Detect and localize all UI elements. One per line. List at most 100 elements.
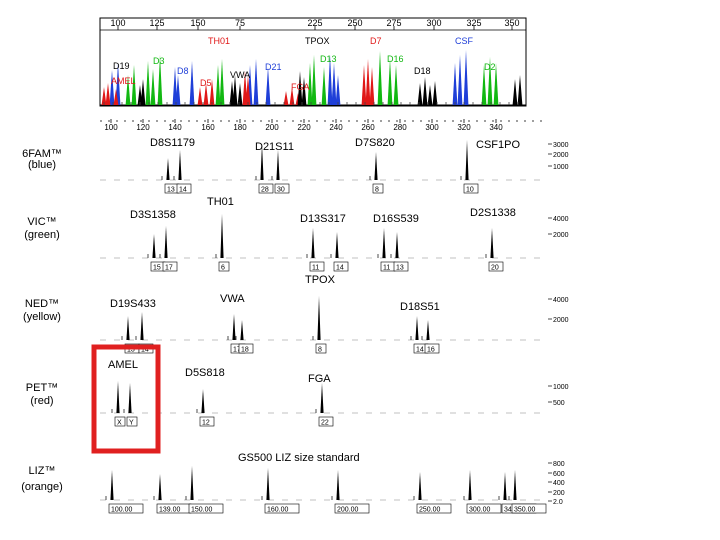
overview-peak-black (512, 79, 518, 105)
overview-label-d19: D19 (113, 61, 130, 71)
rfu-tick-label: 800 (553, 461, 565, 468)
allele-label: 139.00 (159, 507, 181, 514)
overview-peak-blue (331, 63, 337, 105)
allele-peak (158, 474, 162, 500)
allele-label: 350.00 (514, 507, 536, 514)
overview-peak-red (361, 65, 367, 105)
overview-peak-black (232, 75, 238, 105)
allele-peak (166, 158, 170, 180)
allele-label: 14 (336, 265, 344, 272)
panel-4: LIZ™ (orange) 800 600 400 200 2.0 GS500 LIZ siz… (21, 452, 565, 514)
allele-label: 15 (153, 265, 161, 272)
highlight-box (91, 344, 161, 454)
overview-label-d2: D2 (484, 62, 496, 72)
dye-name-label: LIZ™ (29, 465, 56, 477)
allele-label: 11 (383, 265, 390, 272)
dye-name-label: 6FAM™ (22, 148, 62, 160)
locus-label-d2s1338: D2S1338 (470, 207, 516, 219)
rfu-tick-label: 4000 (553, 297, 569, 304)
rfu-tick-label: 2000 (553, 317, 569, 324)
dye-color-label: (orange) (21, 481, 63, 493)
allele-box (318, 416, 334, 427)
overview-top-tick-label: 275 (386, 18, 401, 28)
allele-label: 30 (277, 187, 285, 194)
allele-box (258, 183, 274, 194)
overview-peak-red (113, 89, 119, 105)
allele-peak (311, 228, 315, 258)
overview-peak-black (427, 85, 433, 105)
allele-box (424, 343, 440, 354)
overview-top-tick-label: 125 (149, 18, 164, 28)
allele-box (218, 261, 230, 272)
overview-peak-green (487, 57, 493, 105)
allele-label: 22 (321, 420, 329, 427)
overview-bottom-tick-label: 120 (136, 123, 150, 132)
overview-peak-red (101, 87, 107, 105)
allele-label: 150.00 (191, 507, 213, 514)
rfu-tick-label: 1000 (553, 384, 569, 391)
allele-label: 100.00 (111, 507, 133, 514)
allele-peak (395, 232, 399, 258)
overview-peak-green (311, 55, 317, 105)
overview-trace: 100 125 150 75 225 250 275 300 325 350 TH01 TPOX D7 C… (99, 17, 545, 132)
allele-box (333, 261, 349, 272)
allele-label: 18 (241, 347, 249, 354)
overview-peak-blue (452, 63, 458, 105)
allele-label: 14 (416, 347, 424, 354)
allele-peak (240, 320, 244, 340)
rfu-tick-label: 4000 (553, 216, 569, 223)
allele-label: 11 (312, 265, 319, 272)
allele-box (238, 343, 254, 354)
overview-bottom-tick-label: 200 (265, 123, 279, 132)
allele-peak (465, 140, 469, 180)
overview-label-d7: D7 (370, 36, 382, 46)
overview-top-tick-label: 100 (110, 18, 125, 28)
overview-peak-green (393, 65, 399, 105)
allele-box (108, 503, 144, 514)
overview-peak-black (237, 83, 243, 105)
overview-peak-green (493, 63, 499, 105)
overview-peak-black (297, 71, 303, 105)
overview-top-tick-label: 75 (235, 18, 245, 28)
overview-bottom-tick-label: 100 (104, 123, 118, 132)
overview-peak-green (131, 65, 137, 105)
overview-label-d13: D13 (320, 54, 337, 64)
allele-box (176, 183, 192, 194)
allele-box (511, 503, 547, 514)
overview-peak-red (105, 83, 111, 105)
overview-peak-black (140, 79, 146, 105)
panel-2: NED™(yellow) 4000 2000 D19S433 13 14 VWA 17 18 TP… (23, 274, 569, 354)
overview-peak-blue (172, 67, 178, 105)
overview-peak-blue (175, 75, 181, 105)
locus-label-d3s1358: D3S1358 (130, 209, 176, 221)
overview-peak-green (377, 51, 383, 105)
locus-label-tpox: TPOX (305, 274, 336, 286)
locus-label-th01: TH01 (207, 196, 234, 208)
overview-label-fga: FGA (291, 82, 310, 92)
allele-label: 17 (233, 347, 241, 354)
allele-label: 16 (427, 347, 435, 354)
locus-label-d21s11: D21S11 (255, 141, 294, 153)
overview-peak-blue (335, 75, 341, 105)
overview-peak-green (219, 59, 225, 105)
allele-label: 10 (466, 187, 474, 194)
overview-top-tick-label: 325 (466, 18, 481, 28)
allele-peak (374, 152, 378, 180)
overview-peak-green (215, 65, 221, 105)
allele-box (315, 343, 327, 354)
rfu-tick-label: 3000 (553, 142, 569, 149)
allele-peak (276, 150, 280, 180)
allele-peak (126, 316, 130, 340)
allele-peak (382, 228, 386, 258)
overview-peak-black (301, 77, 307, 105)
allele-label: 12 (202, 420, 210, 427)
overview-peak-red (209, 79, 215, 105)
overview-peak-green (150, 69, 156, 105)
locus-label-d19s433: D19S433 (110, 298, 156, 310)
dye-color-label: (green) (24, 229, 59, 241)
rfu-tick-label: 200 (553, 490, 565, 497)
allele-label: 17 (165, 265, 173, 272)
overview-peak-green (125, 75, 131, 105)
allele-peak (164, 226, 168, 258)
allele-box (416, 503, 452, 514)
